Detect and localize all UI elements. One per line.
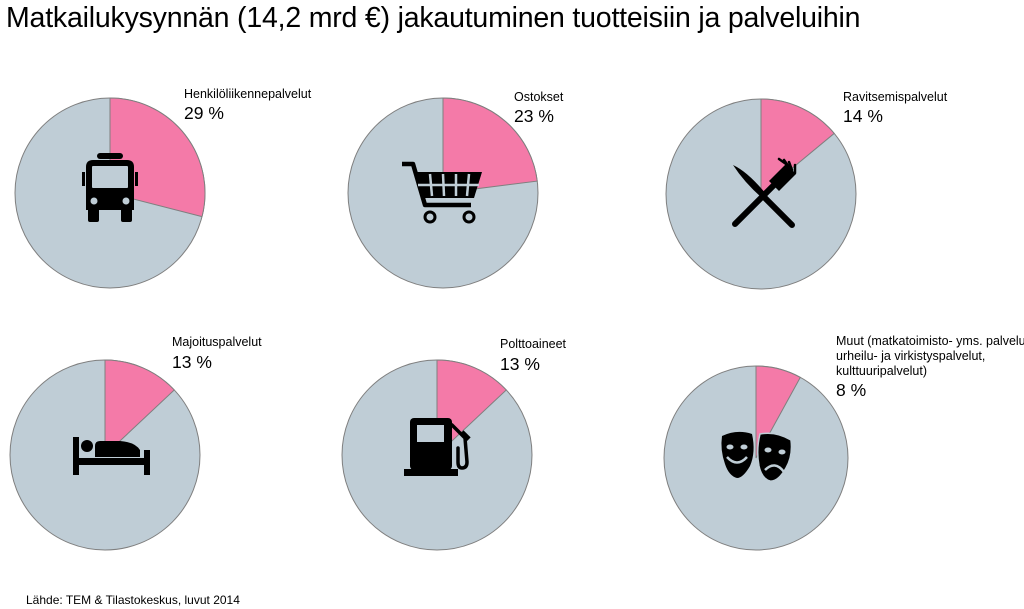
fuel-pump-icon bbox=[404, 418, 471, 476]
pie-label-name: Ravitsemispalvelut bbox=[843, 90, 948, 104]
pie-label-percent: 29 % bbox=[184, 103, 224, 123]
pie-chart-6 bbox=[663, 365, 849, 551]
pie-label-percent: 8 % bbox=[836, 380, 867, 400]
chart-title: Matkailukysynnän (14,2 mrd €) jakautumin… bbox=[6, 2, 861, 34]
pie-share-slice-5 bbox=[436, 359, 507, 457]
knife-fork-icon bbox=[732, 157, 797, 228]
pie-label-name-line-1: Muut (matkatoimisto- yms. palvelut, bbox=[836, 334, 1024, 348]
shopping-cart-icon bbox=[402, 161, 482, 224]
pie-label-percent: 23 % bbox=[514, 106, 554, 126]
pie-label-name: Ostokset bbox=[514, 90, 564, 104]
pie-label-name: Henkilöliikennepalvelut bbox=[184, 87, 312, 101]
pie-chart-4 bbox=[9, 359, 201, 551]
pie-chart-2 bbox=[347, 97, 539, 289]
source-note: Lähde: TEM & Tilastokeskus, luvut 2014 bbox=[26, 593, 240, 607]
pie-label-name-line-3: kulttuuripalvelut) bbox=[836, 364, 928, 378]
pie-label-name: Polttoaineet bbox=[500, 337, 567, 351]
pie-label-percent: 13 % bbox=[172, 352, 212, 372]
pie-label-name-line-2: urheilu- ja virkistyspalvelut, bbox=[836, 349, 986, 363]
bus-icon bbox=[82, 153, 138, 222]
pie-share-slice-3 bbox=[760, 98, 835, 196]
bed-icon bbox=[73, 437, 150, 475]
theater-masks-icon bbox=[721, 431, 793, 482]
pie-label-percent: 13 % bbox=[500, 354, 540, 374]
pie-chart-1 bbox=[14, 97, 206, 289]
pie-chart-5 bbox=[341, 359, 533, 551]
pie-label-percent: 14 % bbox=[843, 106, 883, 126]
pie-share-slice-4 bbox=[104, 359, 175, 457]
pie-chart-3 bbox=[665, 98, 857, 290]
pie-share-slice-2 bbox=[442, 97, 538, 194]
pie-label-name: Majoituspalvelut bbox=[172, 335, 262, 349]
